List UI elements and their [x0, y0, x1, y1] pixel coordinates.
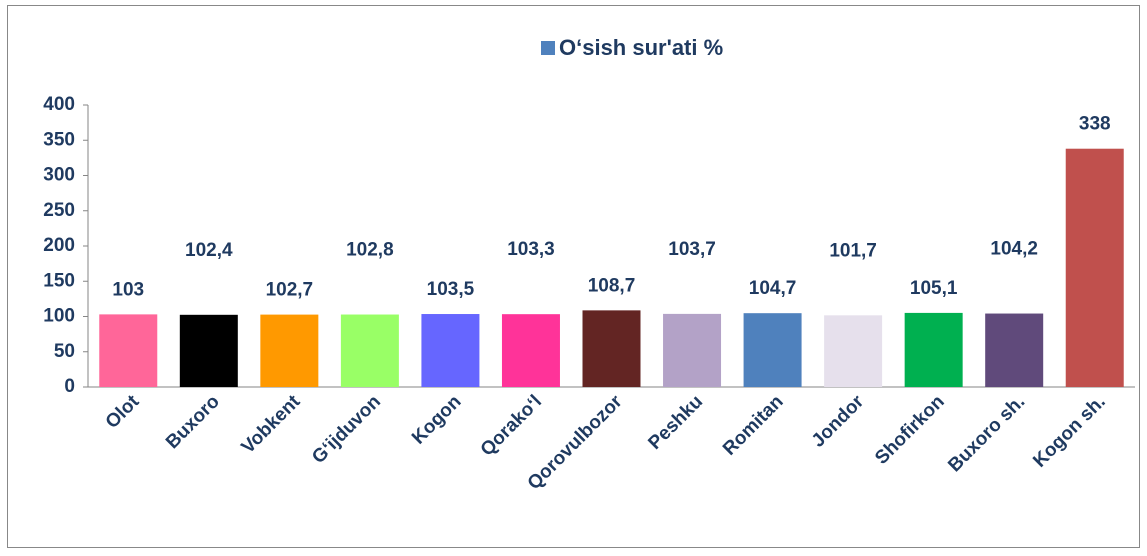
y-tick-label: 100 — [43, 306, 75, 327]
y-tick-label: 400 — [43, 94, 75, 115]
value-label: 102,7 — [266, 280, 314, 301]
y-tick-label: 350 — [43, 129, 75, 150]
bar — [340, 314, 399, 387]
bar — [260, 314, 319, 387]
value-label: 103,5 — [427, 279, 475, 300]
y-tick-label: 300 — [43, 165, 75, 186]
value-label: 103,3 — [507, 239, 555, 260]
value-label: 338 — [1079, 114, 1111, 135]
y-tick-label: 50 — [54, 341, 75, 362]
bar — [501, 314, 560, 387]
value-label: 105,1 — [910, 278, 958, 299]
bar — [582, 310, 641, 387]
bar — [179, 314, 238, 387]
value-label: 103,7 — [668, 239, 716, 260]
legend-swatch — [541, 41, 555, 55]
value-label: 104,2 — [990, 239, 1038, 260]
value-label: 104,7 — [749, 278, 797, 299]
legend-label: O‘sish sur'ati % — [559, 35, 723, 60]
bar — [1065, 148, 1124, 387]
value-label: 108,7 — [588, 275, 636, 296]
value-label: 102,4 — [185, 240, 233, 261]
y-tick-label: 250 — [43, 200, 75, 221]
y-tick-label: 0 — [64, 376, 75, 397]
value-label: 102,8 — [346, 240, 394, 261]
value-label: 103 — [112, 279, 144, 300]
chart-border — [7, 5, 1140, 548]
bar — [421, 314, 480, 387]
bar — [743, 313, 802, 387]
bar — [663, 313, 722, 387]
value-label: 101,7 — [829, 240, 877, 261]
y-tick-label: 200 — [43, 235, 75, 256]
bar — [985, 313, 1044, 387]
bar — [904, 312, 963, 387]
y-tick-label: 150 — [43, 270, 75, 291]
bar — [99, 314, 158, 387]
bar — [824, 315, 883, 387]
